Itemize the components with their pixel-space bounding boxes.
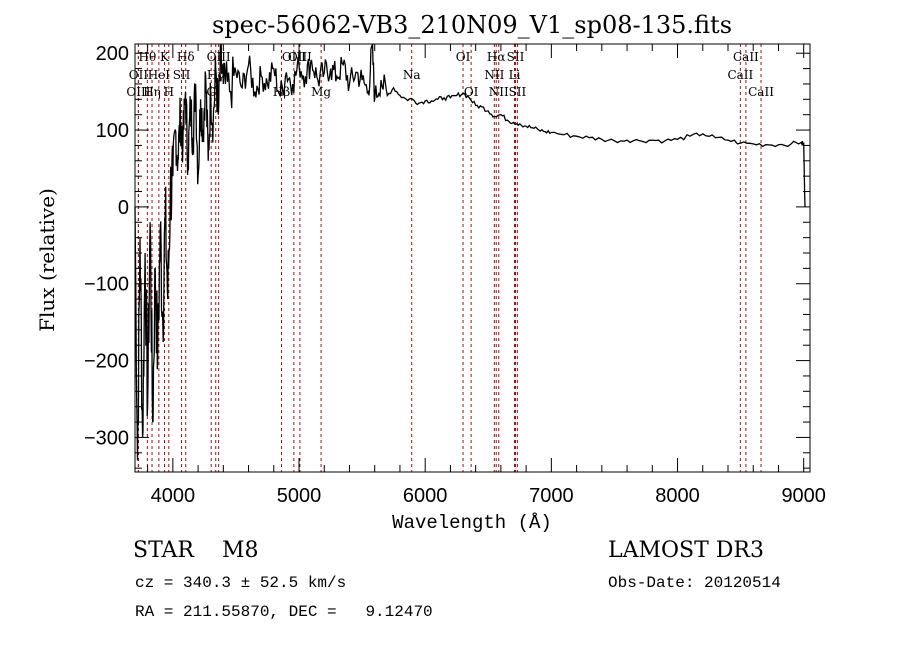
x-tick-label: 6000: [403, 485, 448, 507]
chart-title: spec-56062-VB3_210N09_V1_sp08-135.fits: [212, 11, 732, 39]
y-tick-label: 0: [118, 197, 129, 219]
line-marker-label: OII: [129, 68, 149, 82]
line-markers: [137, 44, 762, 472]
line-marker-label: SII: [173, 68, 191, 82]
x-tick-label: 7000: [529, 485, 574, 507]
y-tick-label: −100: [84, 274, 129, 296]
line-marker-label: Na: [403, 68, 421, 82]
line-marker-label: OIII: [207, 50, 231, 64]
line-marker-label: CaII: [727, 68, 753, 82]
line-marker-label: SII: [509, 85, 527, 99]
line-marker-label: H: [164, 85, 174, 99]
x-tick-label: 8000: [655, 485, 700, 507]
line-marker-label: Li: [509, 68, 521, 82]
line-marker-label: OIII: [288, 50, 312, 64]
line-marker-label: Hα: [487, 50, 506, 64]
y-tick-label: −300: [84, 427, 129, 449]
observation-date: Obs-Date: 20120514: [608, 574, 781, 592]
line-marker-label: Hδ: [177, 50, 195, 64]
line-marker-label: OI: [456, 50, 471, 64]
spectrum-line: [134, 43, 806, 461]
line-marker-label: K: [160, 50, 170, 64]
y-tick-label: −200: [84, 351, 129, 373]
survey-label: LAMOST DR3: [608, 538, 764, 563]
line-marker-label: Hθ: [139, 50, 157, 64]
coordinates: RA = 211.55870, DEC = 9.12470: [135, 603, 433, 621]
line-marker-label: NII: [484, 68, 504, 82]
y-axis-label: Flux (relative): [35, 188, 59, 332]
x-tick-label: 4000: [151, 485, 196, 507]
line-marker-label: OIII: [126, 85, 150, 99]
y-tick-label: 200: [96, 43, 129, 65]
y-axis: −300 −200 −100 0 100 200: [84, 43, 810, 469]
redshift-cz: cz = 340.3 ± 52.5 km/s: [135, 574, 347, 592]
x-axis-label: Wavelength (Å): [392, 512, 552, 534]
x-axis: 4000 5000 6000 7000 8000 9000: [147, 44, 826, 507]
line-marker-label: NII: [489, 85, 509, 99]
line-marker-label: SII: [507, 50, 525, 64]
line-marker-label: CaII: [733, 50, 759, 64]
line-marker-label: OIII: [282, 50, 306, 64]
line-marker-label: CaII: [748, 85, 774, 99]
line-marker-label: HeI: [148, 68, 171, 82]
y-tick-label: 100: [96, 120, 129, 142]
line-marker-label: Mg: [311, 85, 331, 99]
line-marker-label: Hβ: [273, 85, 290, 99]
x-tick-label: 5000: [277, 485, 322, 507]
plot-frame: [134, 43, 811, 473]
line-marker-label: Hη: [143, 85, 161, 99]
x-tick-label: 9000: [781, 485, 826, 507]
object-class: STAR M8: [133, 538, 259, 563]
